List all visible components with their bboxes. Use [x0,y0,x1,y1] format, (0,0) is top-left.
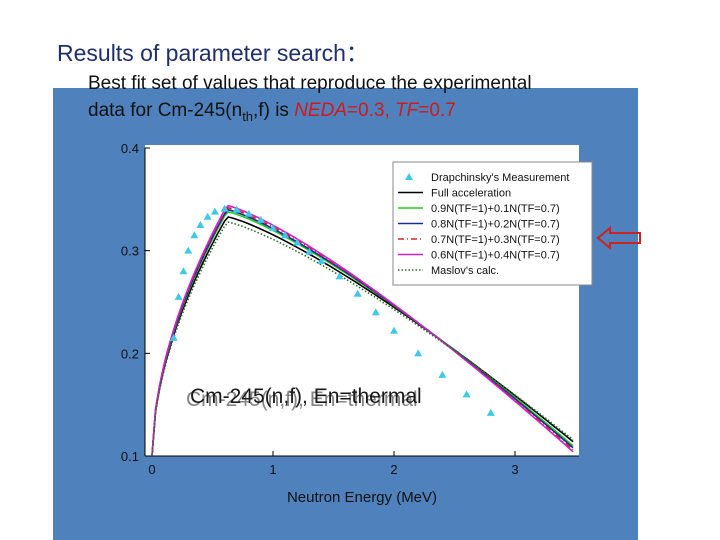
caption-tf-value: =0.7 [418,100,456,121]
series-line-6 [151,221,574,457]
legend-label: 0.9N(TF=1)+0.1N(TF=0.7) [431,203,560,215]
legend-label: 0.8N(TF=1)+0.2N(TF=0.7) [431,219,560,231]
legend-label: 0.7N(TF=1)+0.3N(TF=0.7) [431,234,560,246]
measurement-point [371,308,380,316]
x-tick-label: 1 [269,462,276,477]
measurement-point [281,231,290,239]
measurement-point [414,349,423,357]
slide-title: Results of parameter search： [57,40,369,66]
measurement-point [335,272,344,280]
caption-subscript: th [242,108,254,124]
measurement-point [220,204,229,212]
annotation-text: Cm-245(n,f), En=thermal [190,385,422,408]
measurement-point [269,224,277,232]
measurement-point [438,370,447,378]
series-line-1 [151,216,574,457]
legend-marker [405,173,413,180]
legend-box [392,161,593,286]
legend-label: Full acceleration [431,188,511,200]
x-tick-label: 2 [390,462,397,477]
measurement-point [196,221,205,228]
measurement-point [169,333,178,341]
slide-caption: Best fit set of values that reproduce th… [88,70,532,130]
x-tick-label: 0 [148,462,155,477]
measurement-point [203,212,212,220]
measurement-point [486,408,495,416]
caption-neda-value: =0.3, [347,100,396,121]
x-axis-label: Neutron Energy (MeV) [287,489,437,506]
measurement-point [293,238,302,246]
x-tick-label: 3 [511,462,518,477]
annotation-shadow-text: Cm-245(n,f), En=thermal [186,388,418,411]
caption-reaction-tail: ,f) is [253,100,295,121]
caption-line-2: data for Cm-245(nth,f) is NEDA=0.3, TF=0… [88,97,532,130]
y-tick-label: 0.3 [121,244,139,259]
caption-line-1: Best fit set of values that reproduce th… [88,73,532,94]
y-tick-label: 0.2 [121,346,139,361]
y-tick-label: 0.1 [121,449,139,464]
legend-label: 0.6N(TF=1)+0.4N(TF=0.7) [431,250,560,262]
measurement-point [190,231,199,239]
measurement-point [232,205,241,213]
series-line-5 [151,204,574,457]
measurement-point [174,292,183,300]
measurement-point [317,256,326,264]
caption-reaction: data for Cm-245(n [88,100,243,121]
measurement-point [179,267,188,275]
left-arrow-icon [596,226,641,250]
legend-label: Drapchinsky's Measurement [431,172,569,184]
measurement-point [210,207,219,215]
caption-neda: NEDA [294,100,347,121]
measurement-point [305,247,314,255]
measurement-point [462,390,471,398]
caption-tf: TF [395,100,419,121]
legend-label: Maslov's calc. [431,265,499,277]
measurement-point [390,326,398,334]
measurement-point [256,215,265,223]
measurement-point [353,289,362,297]
y-tick-label: 0.4 [121,141,139,156]
measurement-point [244,209,253,217]
measurement-point [184,246,193,254]
